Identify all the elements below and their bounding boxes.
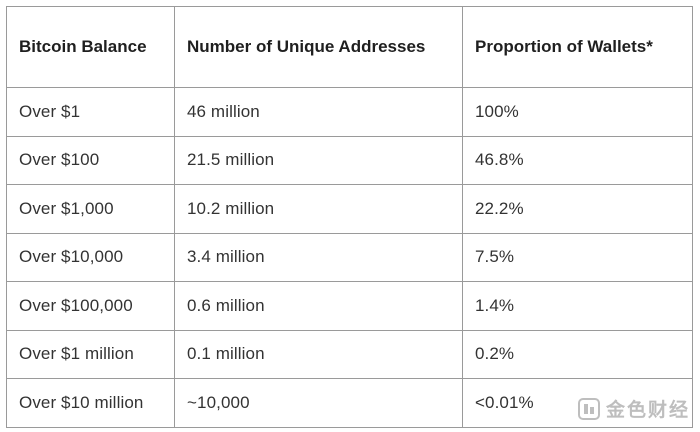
cell-balance: Over $100: [6, 135, 175, 185]
jinse-logo-icon: [577, 397, 600, 420]
header-bitcoin-balance: Bitcoin Balance: [6, 6, 175, 88]
cell-proportion: 46.8%: [462, 135, 693, 185]
table-row: Over $10,000 3.4 million 7.5%: [6, 232, 693, 282]
cell-proportion: <0.01%: [462, 378, 693, 428]
cell-addresses: 3.4 million: [174, 232, 463, 282]
header-row: Bitcoin Balance Number of Unique Address…: [6, 6, 693, 88]
cell-proportion: 100%: [462, 87, 693, 137]
cell-addresses: ~10,000: [174, 378, 463, 428]
cell-balance: Over $100,000: [6, 281, 175, 331]
cell-addresses: 46 million: [174, 87, 463, 137]
cell-addresses: 10.2 million: [174, 184, 463, 234]
cell-addresses: 0.6 million: [174, 281, 463, 331]
cell-addresses: 0.1 million: [174, 329, 463, 379]
btc-distribution-table: Bitcoin Balance Number of Unique Address…: [6, 6, 693, 428]
table-row: Over $1 million 0.1 million 0.2%: [6, 329, 693, 379]
table-row: Over $10 million ~10,000 <0.01%: [6, 378, 693, 428]
table-row: Over $1,000 10.2 million 22.2%: [6, 184, 693, 234]
watermark: 金色财经: [577, 395, 690, 422]
cell-balance: Over $1: [6, 87, 175, 137]
header-unique-addresses: Number of Unique Addresses: [174, 6, 463, 88]
header-proportion-of-wallets: Proportion of Wallets*: [462, 6, 693, 88]
btc-distribution-table-container: Bitcoin Balance Number of Unique Address…: [6, 6, 693, 428]
cell-balance: Over $1 million: [6, 329, 175, 379]
cell-balance: Over $1,000: [6, 184, 175, 234]
cell-proportion: 22.2%: [462, 184, 693, 234]
cell-proportion: 7.5%: [462, 232, 693, 282]
cell-addresses: 21.5 million: [174, 135, 463, 185]
table-row: Over $100 21.5 million 46.8%: [6, 135, 693, 185]
table-header: Bitcoin Balance Number of Unique Address…: [6, 6, 693, 88]
cell-balance: Over $10 million: [6, 378, 175, 428]
table-row: Over $1 46 million 100%: [6, 87, 693, 137]
cell-proportion: 0.2%: [462, 329, 693, 379]
watermark-text: 金色财经: [605, 399, 690, 421]
cell-balance: Over $10,000: [6, 232, 175, 282]
table-body: Over $1 46 million 100% Over $100 21.5 m…: [6, 87, 693, 428]
cell-proportion: 1.4%: [462, 281, 693, 331]
table-row: Over $100,000 0.6 million 1.4%: [6, 281, 693, 331]
